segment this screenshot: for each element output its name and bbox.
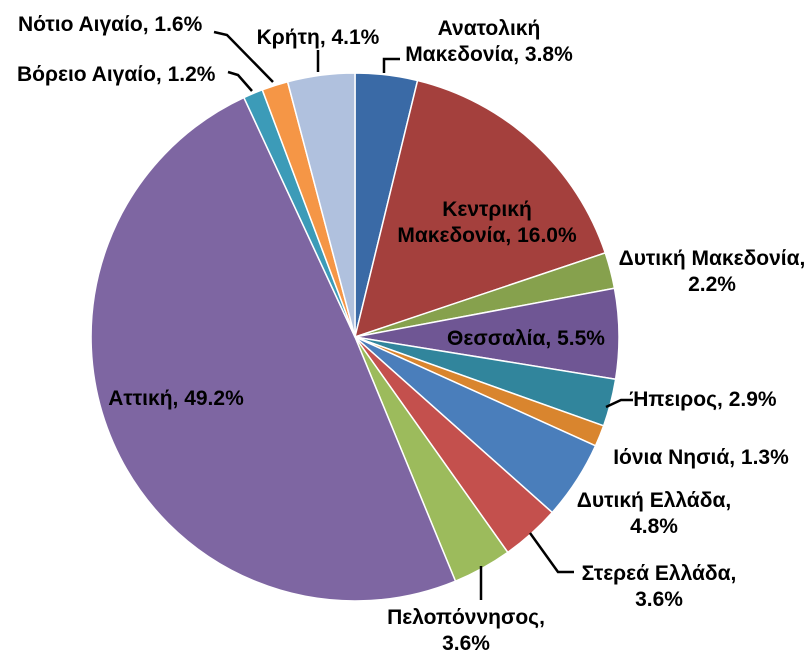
leader-lines-group [213, 30, 633, 600]
pie-slices-group [90, 72, 620, 602]
leader-line-voreio-aigaio [227, 70, 253, 92]
leader-line-ipeiros [605, 398, 633, 409]
slice-label-thessalia: Θεσσαλία, 5.5% [447, 327, 605, 350]
pie-slice-kentriki-makedonia [354, 79, 606, 338]
slice-label-sterea-ellada: Στερεά Ελλάδα, 3.6% [582, 562, 737, 611]
slice-label-peloponnisos: Πελοπόννησος, 3.6% [387, 606, 545, 655]
slice-label-dytiki-ellada: Δυτική Ελλάδα, 4.8% [577, 489, 731, 538]
leader-line-notio-aigaio [213, 30, 274, 83]
pie-slice-attiki [90, 96, 457, 602]
slice-label-notio-aigaio: Νότιο Αιγαίο, 1.6% [18, 13, 203, 36]
slice-label-ipeiros: Ήπειρος, 2.9% [629, 388, 777, 411]
slice-label-anatoliki-makedonia: Ανατολική Μακεδονία, 3.8% [405, 17, 573, 66]
slice-label-ionia-nisia: Ιόνια Νησιά, 1.3% [613, 446, 789, 469]
leader-line-sterea-ellada [528, 532, 574, 574]
slice-labels-group: Ανατολική Μακεδονία, 3.8% Κεντρική Μακεδονί… [17, 13, 805, 655]
pie-slice-kriti [286, 72, 356, 338]
leader-line-anatoliki-makedonia [382, 57, 400, 73]
slice-label-kriti: Κρήτη, 4.1% [257, 26, 380, 49]
slice-label-dytiki-makedonia: Δυτική Μακεδονία, 2.2% [619, 247, 806, 296]
slice-label-attiki: Αττική, 49.2% [108, 387, 244, 410]
slice-label-kentriki-makedonia: Κεντρική Μακεδονία, 16.0% [397, 198, 577, 247]
slice-label-voreio-aigaio: Βόρειο Αιγαίο, 1.2% [17, 63, 216, 86]
